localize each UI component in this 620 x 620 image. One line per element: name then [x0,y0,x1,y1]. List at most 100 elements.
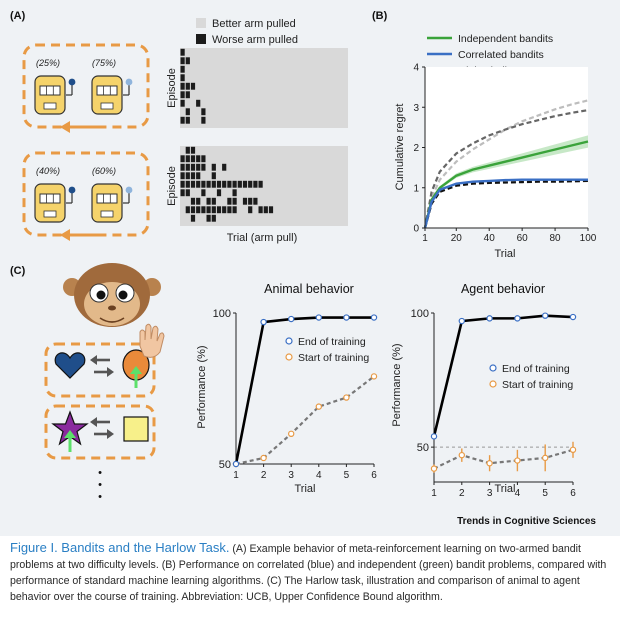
series-line [234,316,374,465]
raster-top-cells [180,48,206,124]
animal-xlabel: Trial [295,483,316,495]
raster-cell [180,155,185,163]
legend-swatch-better [196,18,206,28]
tick-label: 40 [484,233,496,244]
tick-label: 3 [413,103,419,114]
raster-cell [201,155,206,163]
series-line [235,375,375,466]
series-line [423,179,589,229]
raster-cell [206,197,211,205]
raster-cell [185,206,190,214]
arrow-up-icon [64,430,76,452]
tick-label: 4 [413,63,419,74]
raster-cell [232,197,237,205]
raster-cell [180,116,185,124]
tick-label: 0 [413,224,419,235]
data-point [315,403,322,410]
raster-cell [211,214,216,222]
ellipsis-dot: • [98,467,102,479]
figure-caption: Figure I. Bandits and the Harlow Task. (… [10,540,614,605]
agent-ylabel: Performance (%) [391,343,403,426]
data-point [288,430,295,437]
tick-label: 5 [542,488,548,499]
raster-cell [190,206,196,214]
episode-label-bottom: Episode [166,166,178,206]
raster-cell [253,180,258,188]
raster-cell [190,146,196,154]
series-line [423,109,589,229]
raster-cell [201,206,206,214]
data-point [260,318,267,326]
raster-cell [185,108,190,116]
arrow-left-icon [60,121,102,133]
data-point [458,451,465,459]
tick-label: 60 [517,233,529,244]
series-line [433,448,574,470]
tick-label: 6 [570,488,576,499]
arrow-up-icon [130,366,142,388]
raster-cell [196,99,201,107]
raster-cell [201,116,206,124]
raster-cell [180,65,185,73]
legend-marker [489,380,497,388]
legend-better: Better arm pulled [212,18,296,30]
tick-label: 4 [316,470,322,481]
raster-cell [242,197,248,205]
data-point [486,460,493,467]
raster-cell [222,206,227,214]
raster-cell [237,180,242,188]
legend-marker [285,353,293,361]
tick-label: 100 [411,308,429,320]
prob-label-top-left: (25%) [36,58,60,68]
raster-cell [196,172,201,180]
data-point [486,315,493,322]
raster-cell [248,197,253,205]
raster-cell [185,146,190,154]
tick-label: 2 [413,143,419,154]
tick-label: 4 [515,488,521,499]
raster-cell [196,163,201,171]
series-line [432,314,574,437]
legend-swatch-worse [196,34,206,44]
prob-label-bottom-left: (40%) [36,166,60,176]
raster-cell [211,197,216,205]
swap-arrows-icon [90,417,114,439]
ellipsis-dot: • [98,491,102,503]
raster-cell [185,91,190,99]
data-point [430,433,438,440]
monkey-icon [63,263,161,327]
raster-cell [201,180,206,188]
series-line [423,99,589,229]
raster-cell [196,206,201,214]
caption-body: (A) Example behavior of meta-reinforceme… [10,543,607,603]
legend-label: Start of training [502,379,573,391]
figure-svg: (A) (25%) (75%) (40%) (60%) [10,10,597,527]
legend-marker [285,337,293,345]
raster-cell [258,180,263,188]
legend-label: Independent bandits [458,33,553,45]
raster-cell [185,180,190,188]
episode-label-top: Episode [166,68,178,108]
raster-bottom-cells [180,146,274,222]
raster-cell [185,155,190,163]
legend-worse: Worse arm pulled [212,34,298,46]
raster-cell [268,206,274,214]
raster-cell [180,189,185,197]
raster-cell [201,108,206,116]
data-point [542,312,549,319]
raster-cell [211,206,216,214]
panel-a-label: (A) [10,10,26,22]
raster-cell [216,180,222,188]
journal-brand: Trends in Cognitive Sciences [457,516,596,527]
data-point [514,457,521,464]
raster-cell [216,206,222,214]
raster-cell [248,206,253,214]
data-point [370,314,378,321]
raster-cell [185,57,190,65]
raster-cell [227,206,232,214]
data-point [542,454,549,462]
tick-label: 3 [487,488,493,499]
raster-cell [253,197,258,205]
raster-top [180,48,348,128]
raster-cell [232,180,237,188]
